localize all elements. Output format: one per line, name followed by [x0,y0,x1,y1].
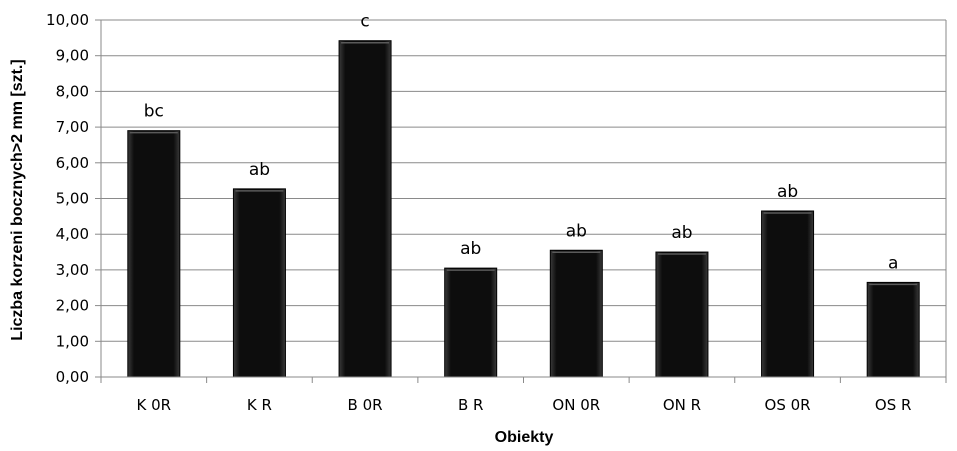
y-axis-title: Liczba korzeni bocznych>2 mm [szt.] [9,59,26,340]
y-tick-label: 8,00 [56,82,89,100]
bars [127,40,920,378]
y-tick-label: 10,00 [46,11,89,29]
data-labels: bc ab c ab ab ab ab a [144,12,899,274]
x-tick-label: B R [458,396,483,414]
bar [338,40,392,378]
bar [444,267,498,378]
x-tick-label: OS R [875,396,912,414]
y-tick-label: 4,00 [56,225,89,243]
data-label: c [360,12,369,32]
y-tick-label: 5,00 [56,190,89,208]
gridlines [101,19,946,342]
y-tick-label: 7,00 [56,118,89,136]
axes: 0,00 1,00 2,00 3,00 4,00 5,00 6,00 7,00 8,00 9,00… [46,11,947,414]
x-tick-label: ON R [663,396,701,414]
data-label: ab [777,182,798,202]
data-label: ab [566,221,587,241]
bar [549,249,603,378]
bar [761,210,815,378]
data-label: ab [671,223,692,243]
x-tick-label: K 0R [137,396,172,414]
data-label: a [888,253,898,273]
y-tick-label: 6,00 [56,154,89,172]
data-label: ab [249,160,270,180]
bar [655,251,709,378]
x-tick-label: ON 0R [552,396,600,414]
x-tick-label: K R [247,396,272,414]
bar [232,188,286,378]
x-axis-title: Obiekty [495,429,554,446]
data-label: ab [460,239,481,259]
data-label: bc [144,102,164,122]
y-tick-label: 9,00 [56,47,89,65]
x-tick-label: B 0R [348,396,383,414]
y-tick-label: 2,00 [56,297,89,315]
bar [127,130,181,378]
y-tick-label: 1,00 [56,332,89,350]
y-tick-label: 0,00 [56,368,89,386]
bar [866,281,920,378]
x-tick-label: OS 0R [765,396,811,414]
y-tick-label: 3,00 [56,261,89,279]
